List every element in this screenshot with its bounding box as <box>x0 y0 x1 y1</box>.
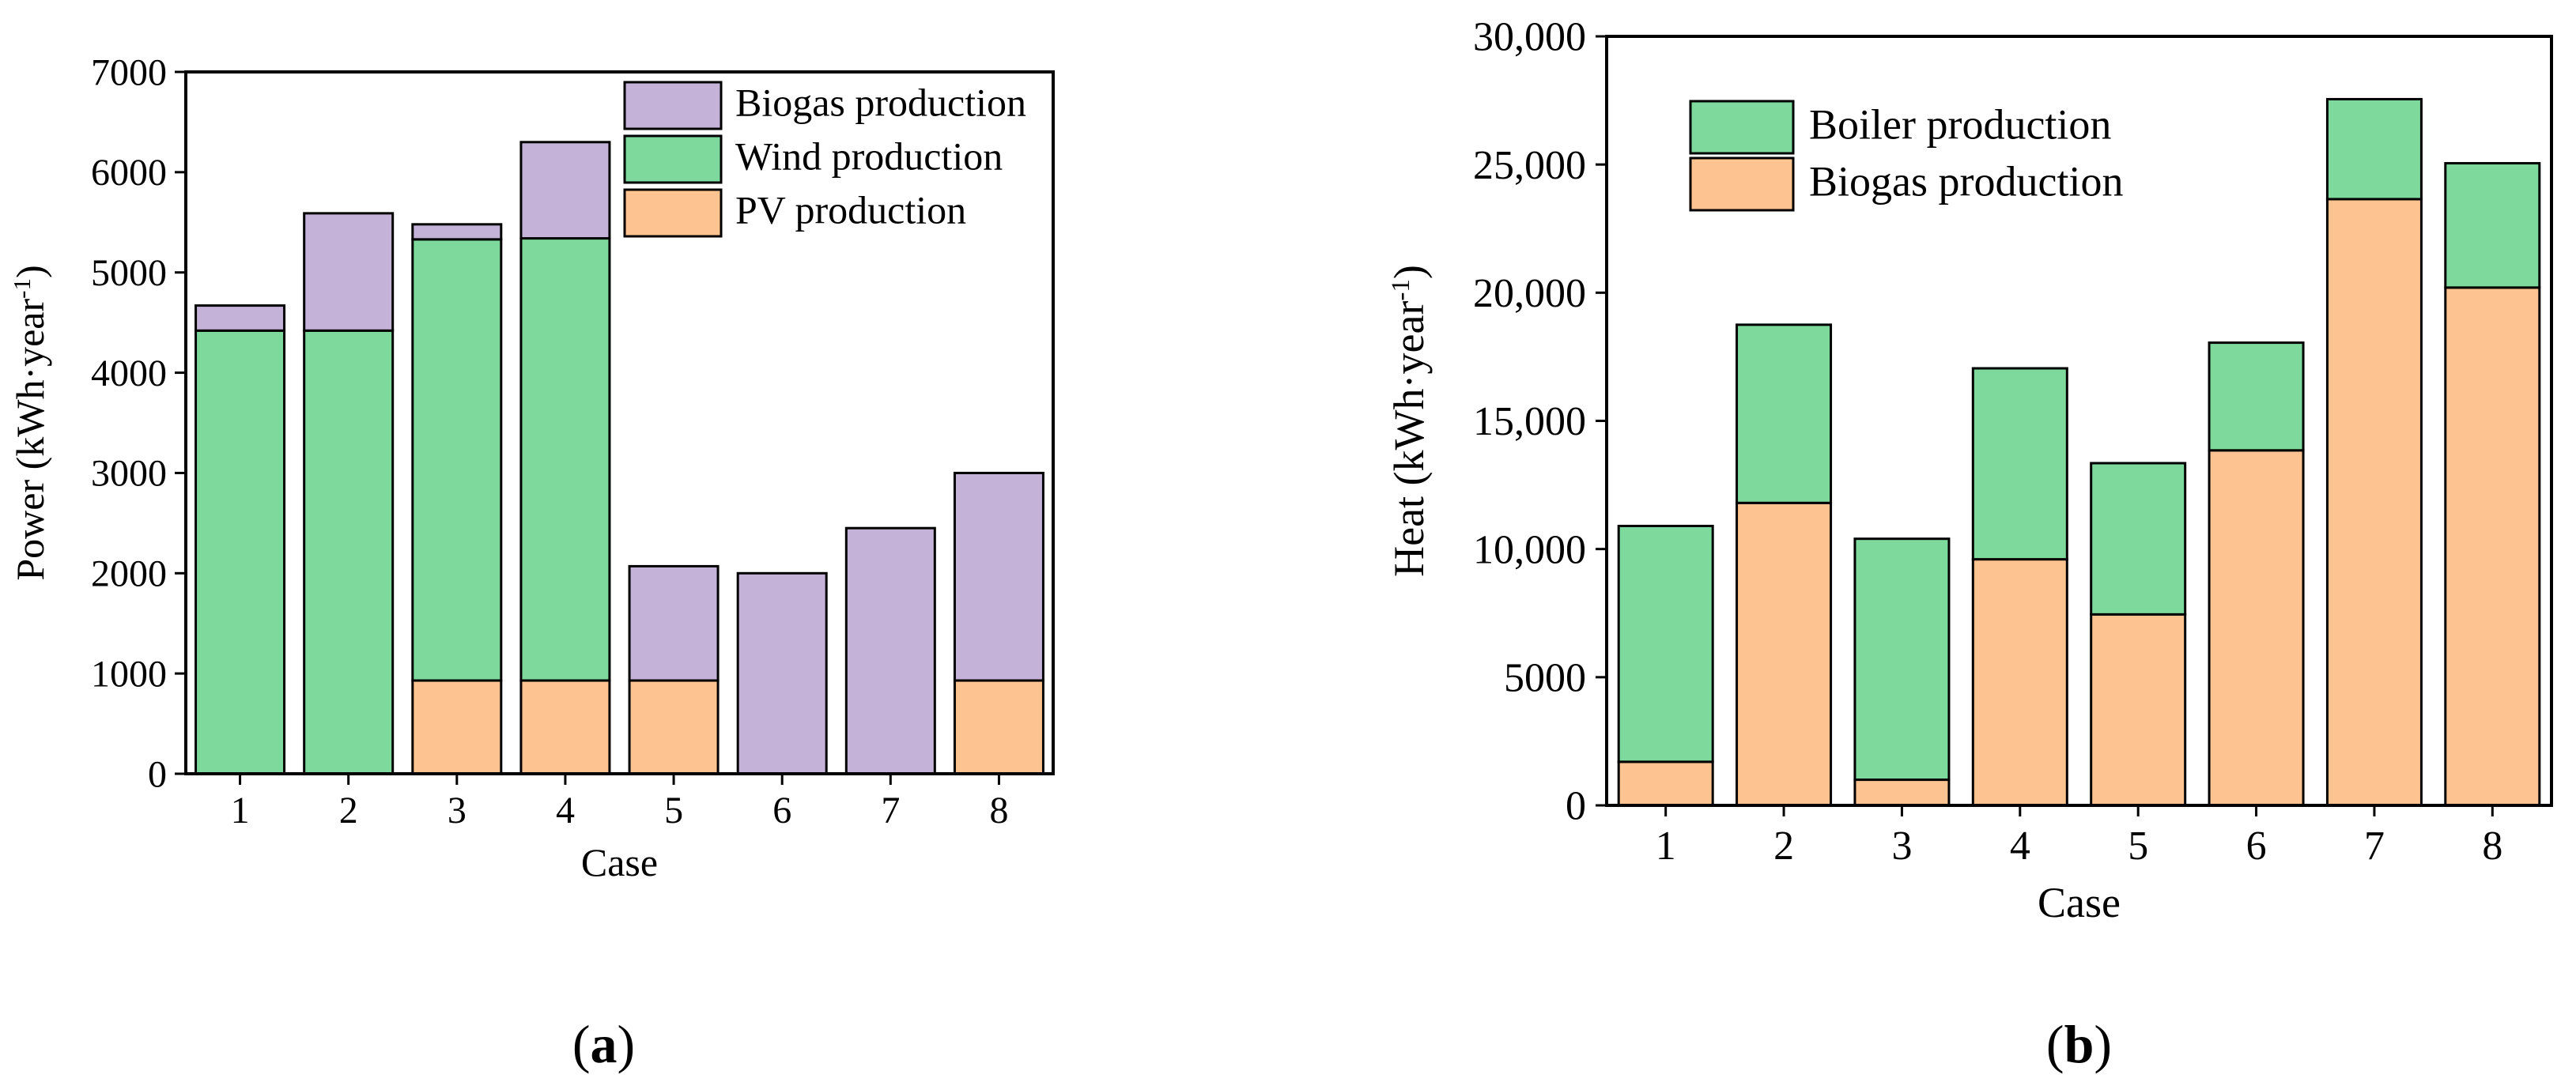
y-tick-label: 0 <box>148 753 167 795</box>
legend-swatch-pv-production <box>623 188 723 238</box>
legend: Boiler production Biogas production <box>1689 100 2123 212</box>
bars-group <box>1617 97 2541 807</box>
legend-swatch-boiler-production <box>1689 100 1795 155</box>
chart-power: 0 1000 2000 3000 4000 5000 6000 7000 1 2 3 4 5 6 7 8 Cas… <box>8 51 1055 1074</box>
bar-boiler-production-case-2 <box>1736 323 1833 504</box>
y-tick-label: 25,000 <box>1473 143 1586 188</box>
y-tick-label: 30,000 <box>1473 15 1586 60</box>
x-tick-label: 8 <box>989 790 1008 831</box>
plot-frame <box>184 70 1055 775</box>
bar-biogas-production-case-2 <box>1736 501 1833 807</box>
chart-heat: 0 5000 10,000 15,000 20,000 25,000 30,000 1 2 3 4 5… <box>1385 15 2553 1074</box>
y-tick-label: 10,000 <box>1473 527 1586 572</box>
bar-biogas-production-case-5 <box>2090 613 2187 807</box>
x-tick-label: 7 <box>2364 824 2385 869</box>
legend-label-wind-production: Wind production <box>735 134 1003 178</box>
y-tick-label: 2000 <box>91 553 167 595</box>
bar-pv-production-case-5 <box>628 679 720 775</box>
bar-boiler-production-case-6 <box>2208 341 2305 452</box>
x-axis-title: Case <box>2038 879 2121 926</box>
bar-boiler-production-case-7 <box>2325 97 2423 201</box>
legend-swatch-biogas-production <box>623 81 723 130</box>
bar-biogas-production-case-7 <box>2325 198 2423 807</box>
bars-group <box>195 141 1044 775</box>
bar-biogas-production-case-3 <box>1853 779 1951 807</box>
bar-biogas-production-case-5 <box>628 564 720 682</box>
bar-biogas-production-case-4 <box>519 141 611 240</box>
y-tick-label: 7000 <box>91 51 167 93</box>
x-tick-label: 4 <box>556 790 575 831</box>
bar-biogas-production-case-2 <box>303 212 395 332</box>
bar-biogas-production-case-8 <box>953 471 1044 682</box>
bar-boiler-production-case-8 <box>2444 162 2541 289</box>
x-tick-label: 4 <box>2010 824 2030 869</box>
x-tick-label: 5 <box>664 790 683 831</box>
bar-wind-production-case-3 <box>411 238 503 682</box>
x-tick-label: 6 <box>772 790 791 831</box>
panel-label: (b) <box>2046 1014 2112 1074</box>
bar-pv-production-case-3 <box>411 679 503 775</box>
x-tick-label: 3 <box>448 790 466 831</box>
bar-wind-production-case-4 <box>519 237 611 682</box>
x-tick-label: 8 <box>2482 824 2502 869</box>
legend-label-biogas-production: Biogas production <box>1809 158 2123 205</box>
bar-biogas-production-case-7 <box>844 526 936 775</box>
legend-swatch-wind-production <box>623 134 723 184</box>
bar-boiler-production-case-3 <box>1853 537 1951 782</box>
y-tick-label: 0 <box>1566 784 1586 829</box>
legend: Biogas production Wind production PV produ… <box>623 80 1026 238</box>
bar-boiler-production-case-4 <box>1971 367 2068 561</box>
panel-label: (a) <box>572 1014 635 1074</box>
bar-boiler-production-case-1 <box>1617 524 1714 763</box>
x-tick-label: 6 <box>2246 824 2267 869</box>
x-tick-label: 2 <box>339 790 358 831</box>
x-tick-label: 5 <box>2128 824 2148 869</box>
y-tick-label: 5000 <box>1504 656 1586 701</box>
bar-biogas-production-case-1 <box>195 304 286 332</box>
y-tick-label: 3000 <box>91 453 167 495</box>
x-tick-label: 1 <box>231 790 250 831</box>
x-tick-label: 2 <box>1773 824 1794 869</box>
x-tick-label: 7 <box>881 790 900 831</box>
y-tick-label: 20,000 <box>1473 271 1586 316</box>
x-axis-title: Case <box>581 840 658 884</box>
bar-biogas-production-case-1 <box>1617 760 1714 807</box>
y-tick-label: 1000 <box>91 653 167 695</box>
legend-label-biogas-production: Biogas production <box>735 80 1026 124</box>
bar-pv-production-case-4 <box>519 679 611 775</box>
bar-biogas-production-case-4 <box>1971 558 2068 807</box>
y-axis-title: Heat (kWh·year-1) <box>1385 265 1433 577</box>
bar-wind-production-case-2 <box>303 329 395 775</box>
x-tick-label: 1 <box>1656 824 1676 869</box>
legend-label-pv-production: PV production <box>735 187 966 232</box>
x-tick-label: 3 <box>1891 824 1912 869</box>
bar-biogas-production-case-6 <box>2208 449 2305 807</box>
y-axis-title: Power (kWh·year-1) <box>8 265 53 580</box>
bar-biogas-production-case-6 <box>736 571 828 775</box>
bar-boiler-production-case-5 <box>2090 462 2187 616</box>
legend-swatch-biogas-production <box>1689 156 1795 212</box>
y-tick-label: 15,000 <box>1473 399 1586 444</box>
y-tick-label: 6000 <box>91 152 167 194</box>
y-tick-label: 4000 <box>91 352 167 394</box>
legend-label-boiler-production: Boiler production <box>1809 101 2111 149</box>
bar-pv-production-case-8 <box>953 679 1044 775</box>
bar-biogas-production-case-3 <box>411 223 503 241</box>
bar-biogas-production-case-8 <box>2444 286 2541 807</box>
bar-wind-production-case-1 <box>195 329 286 775</box>
y-tick-label: 5000 <box>91 252 167 294</box>
